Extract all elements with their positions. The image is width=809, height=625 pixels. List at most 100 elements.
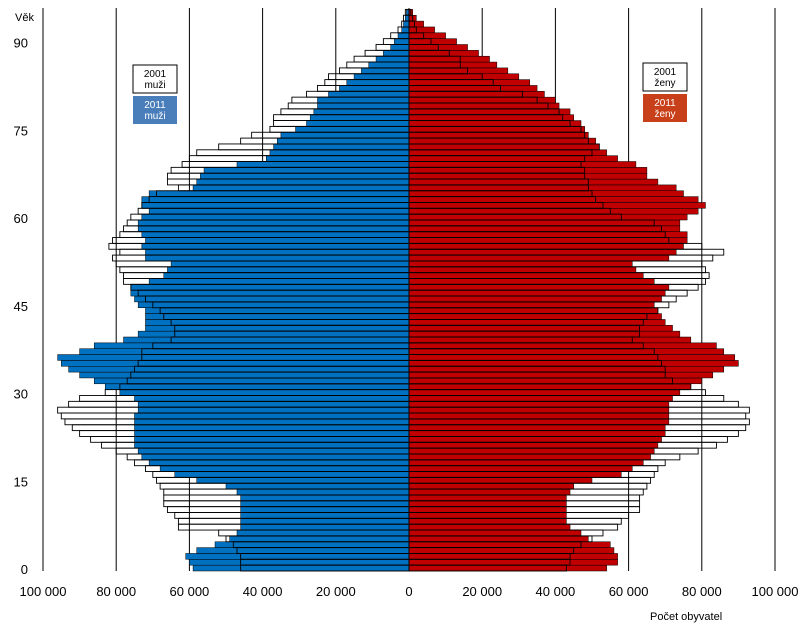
- bar-2011-ženy-age-38: [408, 342, 717, 349]
- bar-2011-ženy-age-59: [408, 219, 681, 227]
- bar-2011-muži-age-48: [130, 284, 410, 291]
- bar-2011-ženy-age-74: [408, 132, 589, 139]
- bar-2011-muži-age-57: [141, 231, 410, 238]
- bar-2011-ženy-age-76: [408, 120, 582, 127]
- bar-2011-muži-age-8: [240, 518, 410, 525]
- x-tick-label-2: 60 000: [170, 584, 210, 599]
- bars: [57, 8, 750, 572]
- bar-2011-ženy-age-30: [408, 389, 681, 396]
- bar-2011-ženy-age-70: [408, 155, 618, 162]
- bar-2011-ženy-age-37: [408, 348, 725, 355]
- bar-2011-muži-age-68: [203, 167, 410, 174]
- bar-2011-muži-age-41: [145, 325, 410, 332]
- bar-2011-ženy-age-51: [408, 266, 637, 273]
- bar-2011-ženy-age-72: [408, 143, 600, 151]
- bar-2011-muži-age-29: [134, 395, 410, 402]
- bar-2011-ženy-age-25: [408, 418, 670, 425]
- bar-2011-ženy-age-80: [408, 96, 556, 104]
- bar-2011-ženy-age-41: [408, 325, 673, 332]
- bar-2011-ženy-age-21: [408, 442, 659, 449]
- x-tick-label-3: 40 000: [243, 584, 283, 599]
- y-tick-label-4: 60: [14, 211, 28, 226]
- bar-2011-muži-age-11: [240, 500, 410, 507]
- bar-2011-ženy-age-47: [408, 289, 666, 297]
- bar-2011-muži-age-46: [134, 295, 410, 303]
- legend-label-2: ženy: [654, 78, 675, 89]
- bar-2011-muži-age-31: [104, 383, 410, 390]
- bar-2011-ženy-age-84: [408, 73, 520, 80]
- x-tick-label-0: 100 000: [20, 584, 67, 599]
- bar-2011-muži-age-18: [148, 459, 410, 466]
- legend-box-2001-right: [642, 62, 688, 92]
- x-tick-label-1: 80 000: [96, 584, 136, 599]
- y-axis-label: Věk: [15, 12, 34, 24]
- bar-2011-ženy-age-13: [408, 488, 571, 496]
- bar-2011-ženy-age-81: [408, 91, 545, 98]
- bar-2011-ženy-age-3: [408, 547, 615, 554]
- bar-2011-muži-age-22: [134, 436, 410, 443]
- bar-2011-muži-age-36: [57, 354, 410, 361]
- bar-2011-ženy-age-32: [408, 377, 703, 385]
- bar-2011-ženy-age-61: [408, 208, 699, 215]
- x-axis-label: Počet obyvatel: [650, 611, 722, 623]
- bar-2011-muži-age-72: [273, 143, 410, 151]
- bar-2011-ženy-age-87: [408, 55, 490, 63]
- bar-2011-muži-age-77: [309, 114, 410, 121]
- bar-2011-ženy-age-12: [408, 494, 567, 502]
- bar-2011-muži-age-32: [93, 377, 410, 385]
- bar-2011-muži-age-34: [68, 366, 410, 373]
- bar-2011-ženy-age-50: [408, 272, 644, 279]
- bar-2011-muži-age-56: [145, 237, 410, 244]
- bar-2011-ženy-age-66: [408, 178, 659, 186]
- bar-2011-muži-age-7: [240, 523, 410, 531]
- bar-2011-ženy-age-42: [408, 319, 666, 326]
- bar-2011-ženy-age-9: [408, 512, 567, 519]
- bar-2011-muži-age-54: [145, 249, 410, 256]
- bar-2011-muži-age-55: [141, 243, 410, 250]
- bar-2011-muži-age-39: [123, 336, 410, 344]
- bar-2011-muži-age-19: [141, 453, 410, 461]
- bar-2011-ženy-age-28: [408, 401, 670, 408]
- y-tick-label-2: 30: [14, 387, 28, 402]
- legend-year-2: 2001: [654, 67, 677, 78]
- bar-2011-ženy-age-57: [408, 231, 688, 238]
- bar-2011-ženy-age-90: [408, 38, 457, 45]
- bar-2011-muži-age-88: [383, 50, 410, 57]
- bar-2011-ženy-age-17: [408, 465, 633, 472]
- y-tick-label-6: 90: [14, 36, 28, 51]
- bar-2011-ženy-age-52: [408, 260, 633, 268]
- bar-2011-muži-age-37: [79, 348, 410, 355]
- bar-2011-ženy-age-39: [408, 336, 692, 344]
- bar-2011-muži-age-17: [159, 465, 410, 472]
- bar-2011-muži-age-91: [397, 32, 410, 39]
- bar-2011-muži-age-6: [236, 529, 410, 537]
- bar-2011-muži-age-50: [163, 272, 410, 279]
- bar-2011-ženy-age-22: [408, 436, 662, 443]
- bar-2011-ženy-age-91: [408, 32, 446, 39]
- bar-2011-muži-age-44: [145, 307, 410, 314]
- bar-2011-muži-age-85: [361, 67, 410, 75]
- bar-2011-ženy-age-67: [408, 172, 648, 180]
- bar-2011-muži-age-60: [141, 213, 410, 221]
- x-tick-label-8: 60 000: [609, 584, 649, 599]
- bar-2011-muži-age-9: [240, 512, 410, 519]
- bar-2011-ženy-age-43: [408, 313, 662, 320]
- bar-2011-ženy-age-69: [408, 161, 637, 168]
- bar-2011-muži-age-1: [189, 559, 410, 566]
- bar-2011-muži-age-82: [339, 85, 410, 92]
- bar-2011-ženy-age-8: [408, 518, 567, 525]
- bar-2011-ženy-age-93: [408, 20, 424, 28]
- y-tick-label-0: 0: [21, 562, 28, 577]
- bar-2011-ženy-age-44: [408, 307, 659, 314]
- bar-2011-ženy-age-27: [408, 406, 670, 414]
- bar-2011-muži-age-81: [328, 91, 410, 98]
- bar-2011-ženy-age-62: [408, 202, 706, 209]
- bar-2011-ženy-age-83: [408, 79, 531, 86]
- bar-2011-ženy-age-48: [408, 284, 670, 291]
- bar-2011-muži-age-58: [137, 225, 410, 232]
- bar-2011-muži-age-25: [134, 418, 410, 425]
- bar-2011-muži-age-63: [141, 196, 410, 203]
- legend-box-2011-right: [643, 94, 687, 122]
- legend-label-0: muži: [144, 80, 165, 91]
